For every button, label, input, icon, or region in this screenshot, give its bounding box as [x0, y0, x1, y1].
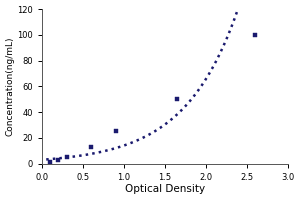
X-axis label: Optical Density: Optical Density [125, 184, 205, 194]
Y-axis label: Concentration(ng/mL): Concentration(ng/mL) [6, 37, 15, 136]
